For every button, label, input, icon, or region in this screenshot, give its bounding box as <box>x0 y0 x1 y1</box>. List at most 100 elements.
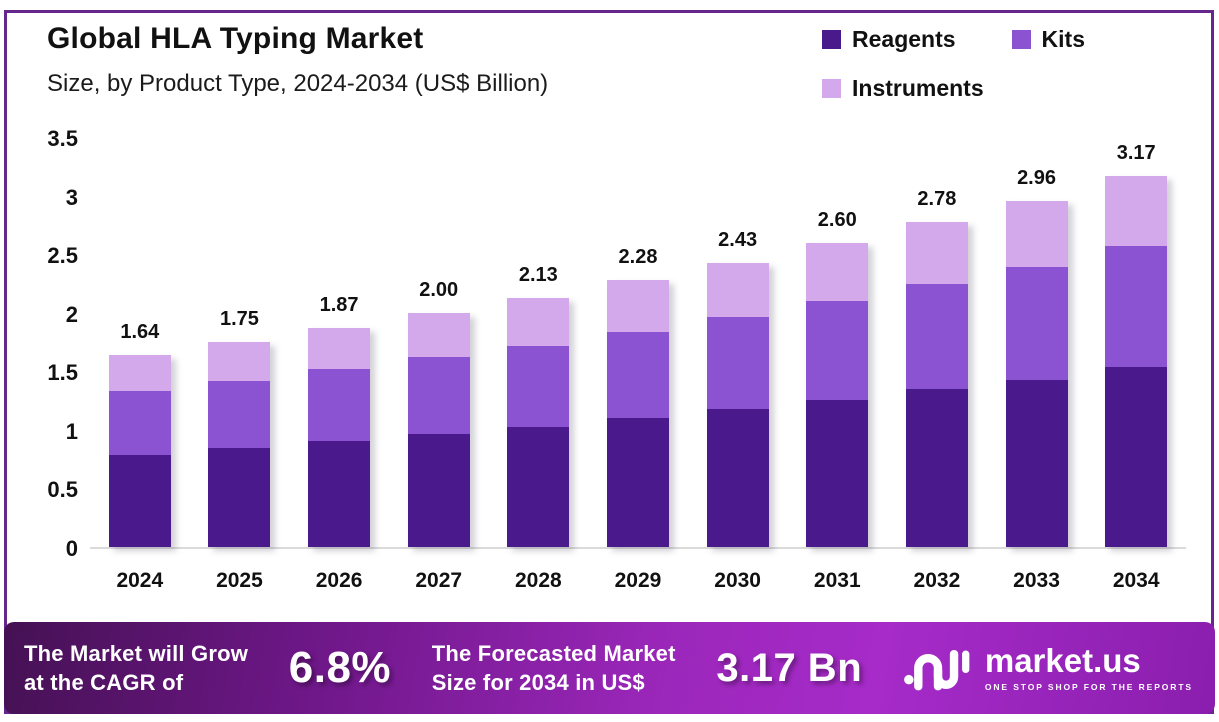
bar-stack <box>1005 200 1068 547</box>
bar-segment-2030-reagents <box>706 408 769 547</box>
bar-total-label: 2.43 <box>718 228 758 251</box>
brand-name: market.us <box>984 642 1141 679</box>
legend-swatch-instruments <box>822 79 841 98</box>
bar-segment-2031-kits <box>806 301 869 400</box>
x-axis-label: 2026 <box>315 569 363 592</box>
bar-segment-2032-reagents <box>905 389 968 547</box>
x-axis-label: 2027 <box>415 569 463 592</box>
bar-stack <box>706 262 769 547</box>
legend-label: Instruments <box>852 75 984 101</box>
bar-group-2026: 1.87 2026 <box>289 139 389 592</box>
legend-swatch-reagents <box>822 30 841 49</box>
bar-total-label: 3.17 <box>1116 142 1156 165</box>
bar-group-2025: 1.75 2025 <box>190 139 290 592</box>
bar-segment-2033-instruments <box>1005 200 1068 268</box>
bar-group-2029: 2.28 2029 <box>588 139 688 592</box>
bar-total-label: 1.64 <box>120 321 160 344</box>
bar-segment-2024-kits <box>108 391 171 455</box>
legend-label: Kits <box>1041 26 1085 52</box>
bar-total-label: 2.96 <box>1017 166 1056 189</box>
legend-swatch-kits <box>1011 30 1031 49</box>
market-us-logo-icon <box>903 649 970 691</box>
bar-segment-2029-instruments <box>606 280 669 332</box>
y-axis-tick: 2.5 <box>47 243 78 269</box>
bar-segment-2034-instruments <box>1105 176 1168 247</box>
bar-segment-2027-instruments <box>407 313 470 358</box>
bar-segment-2033-kits <box>1005 267 1068 380</box>
bar-segment-2025-kits <box>208 380 271 448</box>
bar-total-label: 2.78 <box>917 187 957 210</box>
bar-stack <box>208 342 271 547</box>
bar-stack <box>407 313 470 547</box>
bar-group-2032: 2.78 2032 <box>887 139 987 592</box>
x-axis-label: 2034 <box>1112 569 1160 592</box>
bar-segment-2025-reagents <box>208 447 271 547</box>
bar-segment-2034-reagents <box>1105 366 1168 547</box>
bar-segment-2028-kits <box>507 345 570 427</box>
bar-stack <box>905 221 968 547</box>
bar-segment-2031-reagents <box>806 399 869 547</box>
bar-group-2027: 2.00 2027 <box>389 139 489 592</box>
y-axis-tick: 1 <box>65 418 78 444</box>
x-axis-label: 2028 <box>514 569 562 592</box>
bar-stack <box>606 280 669 547</box>
bar-total-label: 1.87 <box>319 294 359 317</box>
legend-label: Reagents <box>852 26 956 52</box>
legend-item-reagents: Reagents <box>822 26 956 53</box>
bar-group-2030: 2.43 2030 <box>688 139 788 592</box>
market-us-brand: market.us One Stop Shop For The Reports <box>903 642 1193 694</box>
x-axis-label: 2024 <box>116 569 164 592</box>
bar-segment-2027-kits <box>407 357 470 434</box>
footer-banner: The Market will Grow at the CAGR of 6.8%… <box>4 622 1215 714</box>
legend-item-kits: Kits <box>1011 26 1085 53</box>
bar-segment-2024-reagents <box>108 454 171 547</box>
bar-stack <box>108 355 171 547</box>
forecast-label-line1: The Forecasted Market <box>431 640 676 666</box>
page-subtitle: Size, by Product Type, 2024-2034 (US$ Bi… <box>47 70 549 97</box>
bar-total-label: 1.75 <box>219 308 259 331</box>
bar-group-2028: 2.13 2028 <box>489 139 589 592</box>
x-axis-label: 2030 <box>714 569 761 592</box>
bar-segment-2031-instruments <box>806 242 869 302</box>
chart-legend: Reagents Kits Instruments <box>822 26 1197 102</box>
legend-item-instruments: Instruments <box>822 75 984 102</box>
bar-segment-2025-instruments <box>208 342 271 381</box>
bar-segment-2029-kits <box>606 331 669 419</box>
cagr-label-line2: at the CAGR of <box>24 670 184 695</box>
bar-total-label: 2.00 <box>419 279 459 302</box>
bar-segment-2032-instruments <box>905 221 968 284</box>
bar-group-2034: 3.17 2034 <box>1086 139 1186 592</box>
y-axis-tick: 0.5 <box>47 477 78 503</box>
brand-tagline: One Stop Shop For The Reports <box>984 682 1193 692</box>
bar-stack <box>806 242 869 547</box>
cagr-label-line1: The Market will Grow <box>24 640 249 666</box>
bar-total-label: 2.28 <box>618 246 658 269</box>
x-axis-label: 2025 <box>216 569 263 592</box>
y-axis-tick: 2 <box>65 301 78 327</box>
bar-segment-2030-instruments <box>706 262 769 317</box>
y-axis-tick: 1.5 <box>47 360 78 386</box>
bar-group-2031: 2.60 2031 <box>787 139 887 592</box>
bar-stack <box>308 328 371 547</box>
bar-total-label: 2.60 <box>817 208 857 231</box>
x-axis-label: 2033 <box>1013 569 1060 592</box>
page-title: Global HLA Typing Market <box>47 22 424 55</box>
cagr-label: The Market will Grow at the CAGR of <box>24 639 248 697</box>
bar-group-2024: 1.64 2024 <box>90 139 190 592</box>
forecast-value: 3.17 Bn <box>716 645 863 690</box>
plot-area: 1.64 2024 1.75 2025 1.87 2026 2.00 2027 2.13 2028… <box>90 139 1186 592</box>
bar-segment-2028-instruments <box>507 297 570 346</box>
x-axis-label: 2031 <box>813 569 861 592</box>
x-axis-label: 2032 <box>913 569 961 592</box>
bar-segment-2032-kits <box>905 283 968 390</box>
bar-segment-2030-kits <box>706 316 769 409</box>
bar-segment-2034-kits <box>1105 246 1168 367</box>
y-axis-tick: 0 <box>65 536 78 561</box>
y-axis-tick: 3 <box>65 184 78 210</box>
x-axis-label: 2029 <box>614 569 662 592</box>
bar-segment-2027-reagents <box>407 433 470 547</box>
bar-segment-2026-instruments <box>308 328 371 370</box>
y-axis-tick: 3.5 <box>47 126 78 151</box>
bar-segment-2026-kits <box>308 369 371 441</box>
bar-segment-2028-reagents <box>507 426 570 547</box>
